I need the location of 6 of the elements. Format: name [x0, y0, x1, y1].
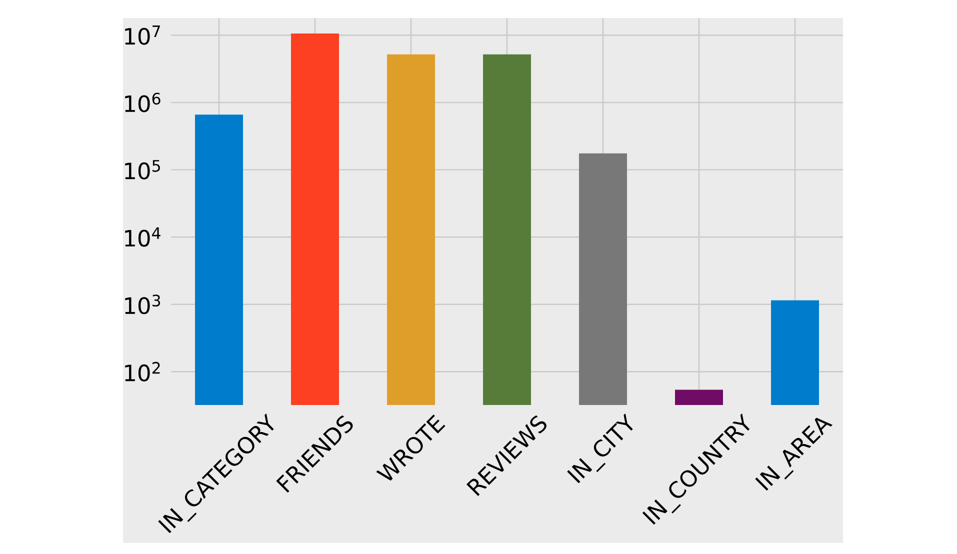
y-tick-label: 10$^{3}$	[125, 294, 160, 314]
y-tick-label: 10$^{5}$	[125, 160, 160, 180]
y-tick-label: 10$^{2}$	[125, 362, 160, 382]
y-tick-label: 10$^{4}$	[125, 227, 160, 247]
y-tick-label: 10$^{7}$	[125, 26, 160, 45]
y-tick-label: 10$^{6}$	[125, 92, 160, 112]
